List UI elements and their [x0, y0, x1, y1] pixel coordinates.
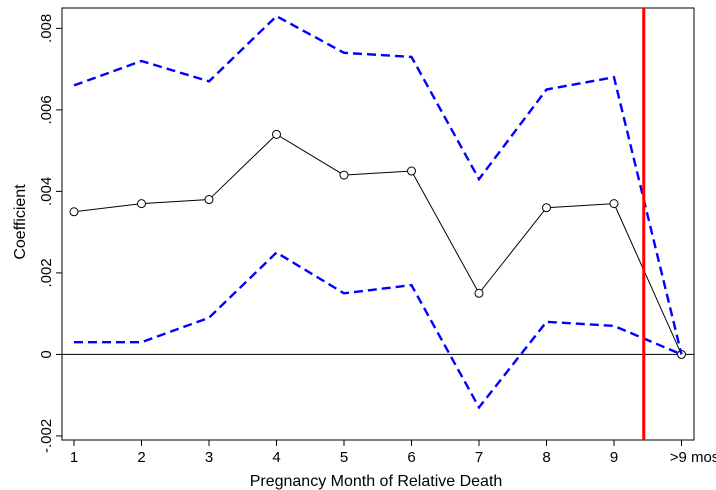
x-axis-title: Pregnancy Month of Relative Death — [250, 473, 503, 490]
x-axis: 1 2 3 4 5 6 7 8 9 >9 mos — [70, 440, 716, 466]
estimate-marker — [69, 207, 79, 217]
x-tick-label: 9 — [610, 449, 618, 466]
y-tick-label: .002 — [38, 258, 55, 287]
estimate-marker — [272, 129, 281, 139]
x-tick-label: >9 mos — [670, 449, 716, 466]
y-tick-label: -.002 — [38, 419, 55, 453]
plot-area — [61, 7, 695, 441]
estimate-marker — [339, 170, 349, 180]
x-tick-label: 6 — [407, 449, 415, 466]
estimate-marker — [609, 199, 619, 209]
x-tick-label: 1 — [70, 449, 78, 466]
series-line-estimate — [73, 133, 682, 355]
x-tick-label: 8 — [542, 449, 550, 466]
estimate-marker — [474, 288, 484, 298]
estimate-marker — [407, 166, 416, 176]
y-tick-label: .006 — [38, 95, 55, 124]
y-tick-label: .008 — [38, 14, 55, 43]
estimate-marker — [542, 203, 551, 213]
y-axis: -.002 0 .002 .004 .006 .008 — [38, 14, 62, 453]
y-tick-label: .004 — [38, 177, 55, 206]
x-tick-label: 7 — [475, 449, 483, 466]
x-tick-label: 4 — [272, 449, 280, 466]
y-axis-title: Coefficient — [12, 184, 29, 260]
y-tick-label: 0 — [38, 350, 55, 358]
series-line-lower — [74, 251, 682, 410]
series-line-upper — [73, 14, 683, 355]
estimate-marker — [204, 195, 214, 205]
x-tick-label: 3 — [205, 449, 213, 466]
series-layer — [69, 14, 686, 410]
estimate-marker — [137, 199, 146, 209]
x-tick-label: 2 — [137, 449, 145, 466]
x-tick-label: 5 — [340, 449, 348, 466]
plot-frame — [61, 7, 695, 441]
